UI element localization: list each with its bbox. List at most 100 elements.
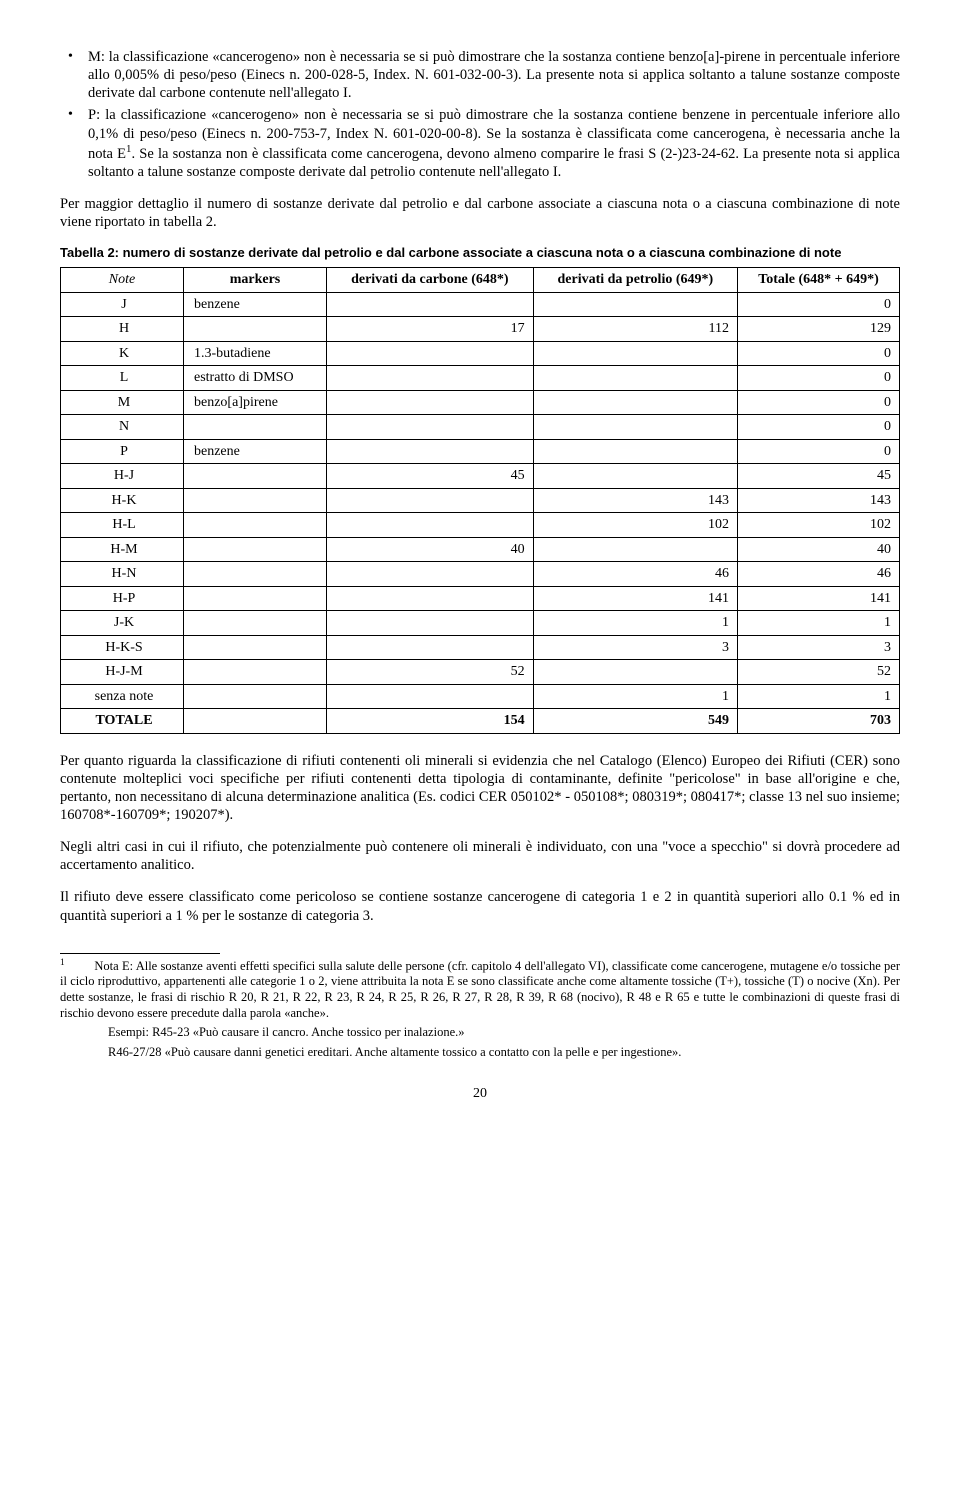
table-row: H-K143143	[61, 488, 900, 513]
table-cell: benzene	[184, 292, 327, 317]
footnote-example2: R46-27/28 «Può causare danni genetici er…	[108, 1045, 900, 1061]
table-cell: J	[61, 292, 184, 317]
table-cell	[184, 513, 327, 538]
bullet-m: M: la classificazione «cancerogeno» non …	[88, 48, 900, 102]
col-carbone: derivati da carbone (648*)	[327, 268, 534, 293]
table-cell: 549	[533, 709, 737, 734]
table-row: H-P 141141	[61, 586, 900, 611]
table-row: TOTALE154549703	[61, 709, 900, 734]
table-cell	[533, 292, 737, 317]
table-cell: 154	[327, 709, 534, 734]
table-cell: benzene	[184, 439, 327, 464]
table-cell	[184, 464, 327, 489]
table-cell: 45	[738, 464, 900, 489]
footnote-body: 1 Nota E: Alle sostanze aventi effetti s…	[60, 958, 900, 1022]
table-cell: 45	[327, 464, 534, 489]
footnote-text: Nota E: Alle sostanze aventi effetti spe…	[60, 959, 900, 1020]
table-cell: H-J-M	[61, 660, 184, 685]
table-cell: N	[61, 415, 184, 440]
table-cell: H-K-S	[61, 635, 184, 660]
table-row: H-J-M 52 52	[61, 660, 900, 685]
col-totale: Totale (648* + 649*)	[738, 268, 900, 293]
table-header-row: Note markers derivati da carbone (648*) …	[61, 268, 900, 293]
table-cell: 40	[327, 537, 534, 562]
table-cell	[184, 562, 327, 587]
table-cell: H-K	[61, 488, 184, 513]
table-cell	[533, 390, 737, 415]
col-petrolio: derivati da petrolio (649*)	[533, 268, 737, 293]
table-cell: benzo[a]pirene	[184, 390, 327, 415]
table-cell: 3	[533, 635, 737, 660]
table-cell: H-N	[61, 562, 184, 587]
table-cell: J-K	[61, 611, 184, 636]
table-cell	[327, 415, 534, 440]
table-cell	[327, 341, 534, 366]
table-cell	[327, 513, 534, 538]
table-cell: TOTALE	[61, 709, 184, 734]
table-cell	[184, 709, 327, 734]
table-cell	[533, 464, 737, 489]
table-cell	[533, 537, 737, 562]
table-row: Pbenzene0	[61, 439, 900, 464]
paragraph-4: Il rifiuto deve essere classificato come…	[60, 888, 900, 924]
table-row: H17112129	[61, 317, 900, 342]
table-cell	[327, 390, 534, 415]
table-cell: 52	[738, 660, 900, 685]
table-cell: 0	[738, 292, 900, 317]
table-cell: 1.3-butadiene	[184, 341, 327, 366]
table-cell	[184, 611, 327, 636]
bullet-p-text2: . Se la sostanza non è classificata come…	[88, 145, 900, 179]
paragraph-2: Per quanto riguarda la classificazione d…	[60, 752, 900, 825]
table-row: H-M4040	[61, 537, 900, 562]
table-cell	[327, 635, 534, 660]
table-cell: senza note	[61, 684, 184, 709]
table-cell: 1	[533, 611, 737, 636]
footnote-example1: Esempi: R45-23 «Può causare il cancro. A…	[108, 1025, 900, 1041]
table-cell: L	[61, 366, 184, 391]
table-cell: H-L	[61, 513, 184, 538]
table-cell: 1	[738, 684, 900, 709]
table-caption: Tabella 2: numero di sostanze derivate d…	[60, 245, 900, 261]
table-cell: 141	[738, 586, 900, 611]
table-cell	[184, 635, 327, 660]
table-cell	[327, 488, 534, 513]
table-cell: 141	[533, 586, 737, 611]
table-row: H-N 4646	[61, 562, 900, 587]
table-cell: 0	[738, 366, 900, 391]
table-cell: 40	[738, 537, 900, 562]
table-2: Note markers derivati da carbone (648*) …	[60, 267, 900, 734]
bullet-p: P: la classificazione «cancerogeno» non …	[88, 106, 900, 180]
table-cell: 0	[738, 415, 900, 440]
table-cell: 0	[738, 341, 900, 366]
table-cell: 102	[738, 513, 900, 538]
table-cell: 102	[533, 513, 737, 538]
page-number: 20	[60, 1085, 900, 1103]
col-note: Note	[61, 268, 184, 293]
table-cell: estratto di DMSO	[184, 366, 327, 391]
table-cell	[184, 660, 327, 685]
table-cell: 1	[533, 684, 737, 709]
table-cell	[533, 415, 737, 440]
table-cell: P	[61, 439, 184, 464]
footnote-separator	[60, 953, 220, 954]
table-cell: 52	[327, 660, 534, 685]
table-row: Mbenzo[a]pirene0	[61, 390, 900, 415]
table-row: Jbenzene 0	[61, 292, 900, 317]
table-cell	[184, 684, 327, 709]
table-cell	[533, 660, 737, 685]
table-cell: 17	[327, 317, 534, 342]
table-cell	[327, 366, 534, 391]
table-cell: H-J	[61, 464, 184, 489]
paragraph-intro: Per maggior dettaglio il numero di sosta…	[60, 195, 900, 231]
table-cell	[533, 439, 737, 464]
table-row: senza note 11	[61, 684, 900, 709]
table-cell: 46	[533, 562, 737, 587]
table-cell: H-P	[61, 586, 184, 611]
table-cell	[184, 488, 327, 513]
table-cell	[184, 537, 327, 562]
table-row: H-L 102102	[61, 513, 900, 538]
table-row: K1.3-butadiene0	[61, 341, 900, 366]
table-cell: 46	[738, 562, 900, 587]
col-markers: markers	[184, 268, 327, 293]
table-cell: 3	[738, 635, 900, 660]
